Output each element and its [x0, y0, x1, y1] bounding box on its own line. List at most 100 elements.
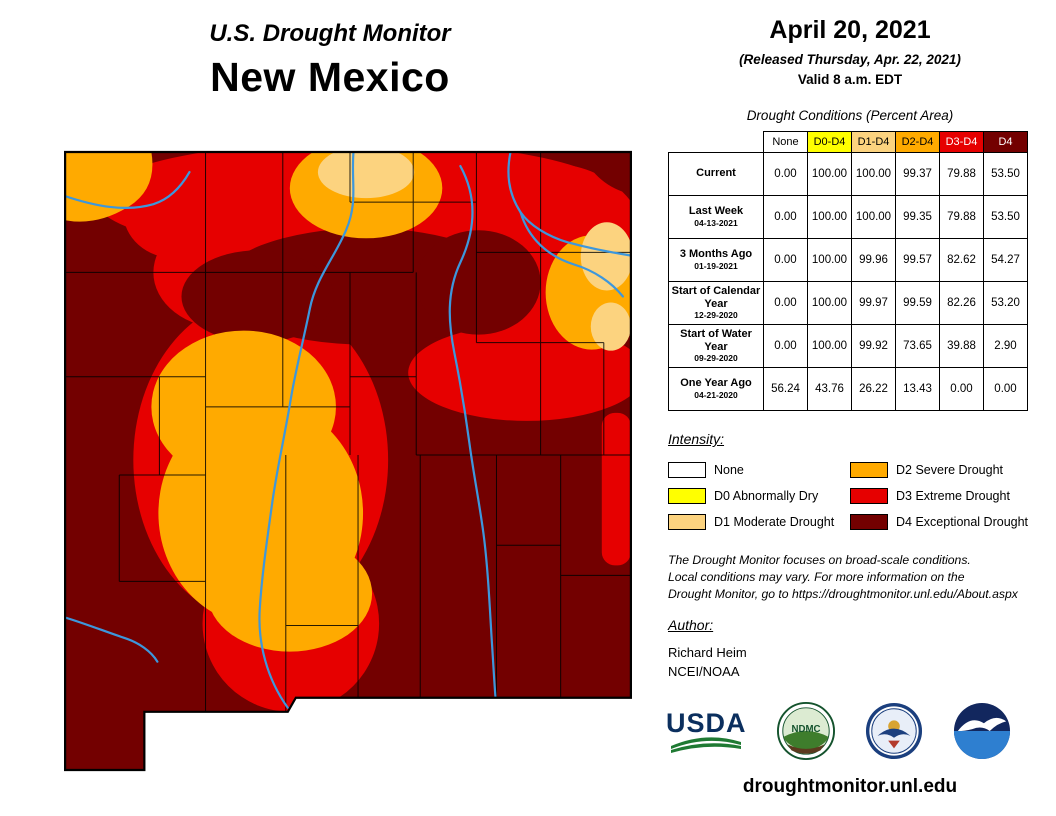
col-header-d2-d4: D2-D4 — [895, 131, 940, 153]
value-cell: 53.50 — [983, 152, 1028, 196]
legend-swatch-d3 — [850, 488, 888, 504]
table-header-row: None D0-D4 D1-D4 D2-D4 D3-D4 D4 — [669, 131, 1028, 153]
legend-label: D1 Moderate Drought — [714, 515, 835, 529]
county-boundaries — [65, 152, 631, 712]
table-title: Drought Conditions (Percent Area) — [746, 108, 954, 123]
col-header-d0-d4: D0-D4 — [807, 131, 852, 153]
table-row-last-week: Last Week 04-13-2021 0.00 100.00 100.00 9… — [668, 195, 1028, 239]
col-header-d4: D4 — [983, 131, 1028, 153]
author-name: Richard Heim — [668, 645, 747, 661]
legend-swatch-d2 — [850, 462, 888, 478]
river-gila — [65, 616, 159, 663]
table-row-start-water-year: Start of Water Year 09-29-2020 0.00 100.0… — [668, 324, 1028, 368]
value-cell: 43.76 — [807, 367, 852, 411]
table-row-3-months-ago: 3 Months Ago 01-19-2021 0.00 100.00 99.96… — [668, 238, 1028, 282]
value-cell: 100.00 — [851, 152, 896, 196]
river-canadian — [507, 152, 631, 257]
value-cell: 0.00 — [983, 367, 1028, 411]
commerce-seal-logo — [865, 703, 922, 760]
river-san-juan — [65, 170, 191, 209]
row-period-label: Start of Water Year 09-29-2020 — [668, 324, 764, 368]
usda-wordmark: USDA — [666, 707, 747, 738]
value-cell: 2.90 — [983, 324, 1028, 368]
table-row-current: Current 0.00 100.00 100.00 99.37 79.88 5… — [668, 152, 1028, 196]
row-period-label: One Year Ago 04-21-2020 — [668, 367, 764, 411]
title-block: U.S. Drought Monitor New Mexico — [40, 20, 620, 101]
value-cell: 82.26 — [939, 281, 984, 325]
value-cell: 79.88 — [939, 152, 984, 196]
legend-item-none: None — [668, 457, 850, 483]
legend-title: Intensity: — [668, 431, 725, 447]
intensity-legend: None D0 Abnormally Dry D1 Moderate Droug… — [668, 457, 1048, 535]
value-cell: 54.27 — [983, 238, 1028, 282]
value-cell: 99.35 — [895, 195, 940, 239]
value-cell: 53.50 — [983, 195, 1028, 239]
legend-swatch-d4 — [850, 514, 888, 530]
legend-item-d4: D4 Exceptional Drought — [850, 509, 1048, 535]
agency-logos: USDA NDMC — [666, 699, 1048, 763]
footer-url: droughtmonitor.unl.edu — [742, 776, 958, 798]
value-cell: 0.00 — [763, 324, 808, 368]
legend-swatch-none — [668, 462, 706, 478]
value-cell: 0.00 — [939, 367, 984, 411]
table-corner-spacer — [669, 132, 764, 153]
value-cell: 99.97 — [851, 281, 896, 325]
col-header-d3-d4: D3-D4 — [939, 131, 984, 153]
legend-swatch-d1 — [668, 514, 706, 530]
d4-exceptional-drought-patches — [181, 152, 631, 345]
legend-item-d1: D1 Moderate Drought — [668, 509, 850, 535]
legend-swatch-d0 — [668, 488, 706, 504]
valid-time: Valid 8 a.m. EDT — [797, 72, 903, 87]
legend-label: None — [714, 463, 744, 477]
value-cell: 99.92 — [851, 324, 896, 368]
disclaimer-line: The Drought Monitor focuses on broad-sca… — [668, 553, 971, 567]
value-cell: 13.43 — [895, 367, 940, 411]
value-cell: 0.00 — [763, 281, 808, 325]
value-cell: 82.62 — [939, 238, 984, 282]
new-mexico-drought-map — [56, 144, 640, 781]
value-cell: 73.65 — [895, 324, 940, 368]
legend-label: D0 Abnormally Dry — [714, 489, 819, 503]
legend-label: D4 Exceptional Drought — [896, 515, 1029, 529]
author-org: NCEI/NOAA — [668, 664, 740, 680]
value-cell: 100.00 — [807, 195, 852, 239]
ndmc-logo: NDMC — [776, 702, 835, 761]
legend-label: D2 Severe Drought — [896, 463, 1004, 477]
map-svg — [64, 150, 632, 772]
value-cell: 53.20 — [983, 281, 1028, 325]
value-cell: 0.00 — [763, 152, 808, 196]
release-date: (Released Thursday, Apr. 22, 2021) — [739, 52, 961, 67]
row-period-label: Start of Calendar Year 12-29-2020 — [668, 281, 764, 325]
value-cell: 0.00 — [763, 195, 808, 239]
info-panel: April 20, 2021 (Released Thursday, Apr. … — [652, 16, 1048, 798]
river-rio-grande — [258, 152, 356, 709]
value-cell: 99.57 — [895, 238, 940, 282]
disclaimer-line: Drought Monitor, go to https://droughtmo… — [668, 586, 1018, 601]
usda-swoosh — [671, 737, 742, 753]
legend-item-d0: D0 Abnormally Dry — [668, 483, 850, 509]
value-cell: 99.59 — [895, 281, 940, 325]
river-canadian-branch — [519, 211, 624, 298]
col-header-none: None — [763, 131, 808, 153]
state-border — [64, 150, 632, 772]
author-heading: Author: — [668, 617, 714, 634]
row-period-label: Current — [668, 152, 764, 196]
ndmc-text: NDMC — [791, 724, 820, 735]
row-period-label: Last Week 04-13-2021 — [668, 195, 764, 239]
value-cell: 100.00 — [807, 324, 852, 368]
d1-moderate-drought-region — [317, 152, 631, 351]
value-cell: 56.24 — [763, 367, 808, 411]
report-date: April 20, 2021 — [769, 16, 931, 44]
disclaimer-line: Local conditions may vary. For more info… — [668, 569, 965, 584]
disclaimer-text: The Drought Monitor focuses on broad-sca… — [668, 552, 1048, 602]
value-cell: 0.00 — [763, 238, 808, 282]
report-title: U.S. Drought Monitor — [209, 20, 451, 47]
value-cell: 100.00 — [807, 238, 852, 282]
noaa-logo — [953, 703, 1010, 760]
col-header-d1-d4: D1-D4 — [851, 131, 896, 153]
river-pecos — [448, 164, 497, 698]
value-cell: 100.00 — [807, 152, 852, 196]
value-cell: 26.22 — [851, 367, 896, 411]
row-period-label: 3 Months Ago 01-19-2021 — [668, 238, 764, 282]
legend-label: D3 Extreme Drought — [896, 489, 1010, 503]
